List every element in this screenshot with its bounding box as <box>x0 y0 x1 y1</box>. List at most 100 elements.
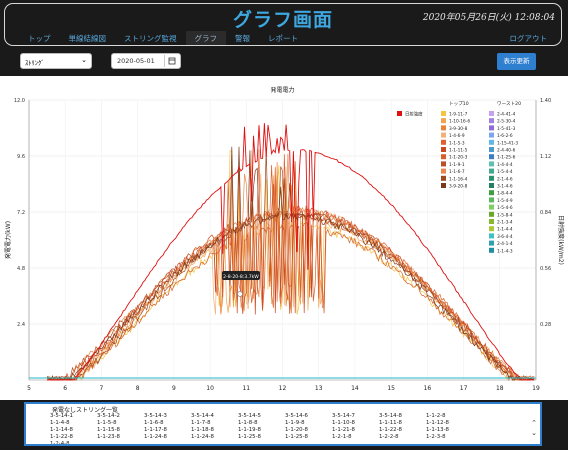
legend-label: 1-1-9-1 <box>449 162 465 168</box>
no-generation-item: 1-1-24-8 <box>191 434 214 440</box>
irradiance-series-line <box>47 123 535 381</box>
legend-label: 3-9-20-8 <box>449 184 468 190</box>
legend-swatch <box>441 175 446 181</box>
no-generation-item: 3-5-14-3 <box>144 413 167 419</box>
legend-swatch <box>489 147 494 152</box>
legend-label: 1-1-20-3 <box>449 155 468 161</box>
legend-swatch <box>441 118 446 124</box>
no-generation-item: 1-1-6-8 <box>144 420 164 426</box>
legend-label: 2-1-3-4 <box>497 220 513 226</box>
y-left-tick-label: 4.8 <box>17 266 25 272</box>
no-generation-item: 1-1-19-8 <box>238 427 261 433</box>
y-left-tick-label: 2.4 <box>17 322 25 328</box>
legend-label: 1-5-4-6 <box>497 205 513 211</box>
legend-swatch <box>489 247 494 253</box>
chevron-down-icon[interactable]: ⌄ <box>531 429 537 437</box>
no-generation-item: 1-1-22-8 <box>50 434 73 440</box>
nav-item-5[interactable]: レポート <box>268 34 298 43</box>
nav-item-1[interactable]: 単線結線図 <box>68 34 107 43</box>
refresh-button[interactable]: 表示更新 <box>497 53 536 70</box>
legend-label: 3-1-4-6 <box>497 184 513 190</box>
logout-link[interactable]: ログアウト <box>509 34 548 43</box>
tooltip-box <box>222 271 260 280</box>
no-generation-item: 1-1-4-8 <box>50 420 70 426</box>
no-generation-item: 1-2-1-8 <box>332 434 352 440</box>
no-generation-item: 1-2-2-8 <box>379 434 399 440</box>
no-generation-list: 発電なしストリング一覧 3-5-14-1 3-5-14-2 3-5-14-3 3-5-… <box>24 402 542 446</box>
string-series-line-8 <box>46 153 535 381</box>
legend-swatch <box>441 111 446 116</box>
power-chart-panel: 発電電力 2.4 4.8 7.2 9.6 12.0 0.28 0.56 0.84 1.12 1.40… <box>0 76 568 400</box>
legend-swatch <box>489 233 494 239</box>
legend-swatch <box>441 147 446 152</box>
no-generation-item: 3-5-14-8 <box>379 413 402 419</box>
string-series-line-6 <box>46 159 535 381</box>
legend-swatch <box>441 132 446 138</box>
no-generation-item: 1-2-4-8 <box>50 441 70 446</box>
no-generation-item: 1-1-10-8 <box>332 420 355 426</box>
string-series-line-5 <box>47 184 535 381</box>
y-right-tick-label: 1.40 <box>540 98 551 104</box>
no-generation-item: 1-1-12-8 <box>426 420 449 426</box>
nav-item-0[interactable]: トップ <box>28 34 51 43</box>
x-tick-label: 9 <box>172 385 176 392</box>
string-select[interactable]: ｽﾄﾘﾝｸﾞ ⌄ <box>20 53 92 69</box>
y-left-tick-label: 9.6 <box>17 154 25 160</box>
no-generation-item: 1-1-2-8 <box>426 413 446 419</box>
legend-label: 1-9-11-7 <box>449 112 468 118</box>
calendar-icon[interactable] <box>164 55 179 67</box>
nav-item-2[interactable]: ストリング監視 <box>124 34 177 43</box>
legend-label: 1-1-11-5 <box>449 148 468 154</box>
legend-swatch <box>489 183 494 188</box>
no-generation-item: 1-2-3-8 <box>426 434 446 440</box>
no-generation-grid: 3-5-14-1 3-5-14-2 3-5-14-3 3-5-14-4 3-5-14-5… <box>50 413 473 446</box>
chevron-down-icon: ⌄ <box>81 56 87 64</box>
y-right-tick-label: 0.84 <box>540 210 551 216</box>
legend-swatch <box>489 211 494 217</box>
no-generation-item: 3-5-14-6 <box>285 413 308 419</box>
y-left-tick-label: 12.0 <box>14 98 25 104</box>
no-generation-item: 1-1-14-8 <box>50 427 73 433</box>
no-generation-item: 1-1-17-8 <box>144 427 167 433</box>
date-input[interactable]: 2020-05-01 <box>111 53 181 69</box>
no-generation-item: 1-1-5-8 <box>97 420 117 426</box>
nav-item-4[interactable]: 警報 <box>235 34 250 43</box>
legend-swatch <box>489 175 494 181</box>
y-left-axis-label: 発電電力(kW) <box>4 221 12 259</box>
no-generation-item: 1-1-8-8 <box>238 420 258 426</box>
no-generation-item: 1-1-25-8 <box>238 434 261 440</box>
legend-swatch <box>441 125 446 131</box>
legend-label: 1-6-2-6 <box>497 133 513 139</box>
legend-swatch <box>489 111 494 116</box>
y-right-axis-label: 日射強度(kW/m2) <box>557 215 565 265</box>
legend-label: 2-4-41-4 <box>497 112 516 118</box>
legend-label: 1-5-4-4 <box>497 169 513 175</box>
x-tick-label: 19 <box>532 385 540 392</box>
date-input-value: 2020-05-01 <box>117 57 155 65</box>
nav-item-3[interactable]: グラフ <box>185 31 226 45</box>
legend-swatch <box>489 204 494 210</box>
chevron-up-icon[interactable]: ⌃ <box>531 419 537 427</box>
x-tick-label: 8 <box>136 385 140 392</box>
legend-swatch <box>489 190 494 196</box>
y-right-tick-label: 0.28 <box>540 322 551 328</box>
x-tick-label: 10 <box>206 385 214 392</box>
legend-swatch <box>489 154 494 160</box>
x-tick-label: 13 <box>315 385 323 392</box>
legend-label: 1-5-41-3 <box>497 126 516 132</box>
no-generation-item: 3-5-14-1 <box>50 413 73 419</box>
list-scroll[interactable]: ⌃ ⌄ <box>531 418 537 438</box>
y-left-tick-label: 7.2 <box>17 210 25 216</box>
x-tick-label: 5 <box>27 385 31 392</box>
legend-label: 日射強度 <box>405 111 423 118</box>
legend-swatch <box>489 240 494 246</box>
legend-worst-header: ワースト20 <box>497 101 521 107</box>
x-tick-label: 15 <box>387 385 395 392</box>
no-generation-item: 1-1-23-8 <box>97 434 120 440</box>
app-header: グラフ画面 2020年05月26日(火) 12:08:04 トップ 単線結線図 スト… <box>4 3 562 46</box>
no-generation-item: 1-1-7-8 <box>191 420 211 426</box>
no-generation-item: 1-1-13-8 <box>426 427 449 433</box>
legend-swatch <box>441 139 446 145</box>
legend-swatch <box>489 132 494 138</box>
power-chart: 発電電力 2.4 4.8 7.2 9.6 12.0 0.28 0.56 0.84 1.12 1.40… <box>4 86 565 392</box>
